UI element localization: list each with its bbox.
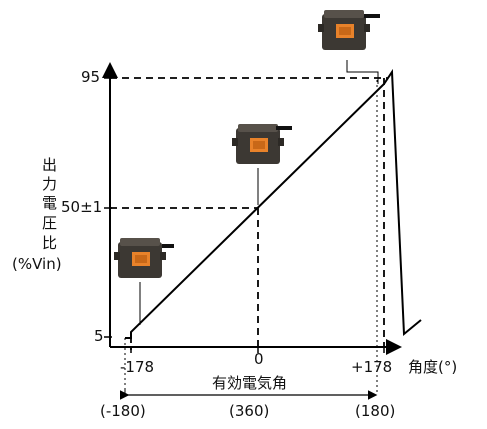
y-label-char-3: 電 <box>42 194 58 212</box>
sensor-left-image <box>114 238 174 278</box>
bracket-label-minus180: (-180) <box>100 402 146 420</box>
y-tick-label-95: 95 <box>81 68 101 86</box>
y-label-char-5: 比 <box>42 234 58 252</box>
y-label-char-2: 力 <box>42 175 58 193</box>
x-tick-label-0: 0 <box>254 350 264 368</box>
bracket-label-360: (360) <box>229 402 270 420</box>
sensor-top-image <box>318 10 380 50</box>
y-tick-label-5: 5 <box>94 327 104 345</box>
bracket-label-180: (180) <box>355 402 396 420</box>
x-tick-label-minus178: -178 <box>120 358 155 376</box>
output-line <box>125 68 422 339</box>
x-tick-label-plus178: +178 <box>351 358 393 376</box>
y-tick-label-50: 50±1 <box>61 198 103 216</box>
sensor-middle-image <box>232 124 292 164</box>
effective-angle-label: 有効電気角 <box>212 374 288 392</box>
y-label-char-4: 圧 <box>42 214 58 232</box>
y-label-unit: (%Vin) <box>12 255 62 273</box>
y-label-char-1: 出 <box>42 156 58 174</box>
x-axis-label: 角度(°) <box>408 358 458 376</box>
leader-top-sensor <box>346 60 379 84</box>
